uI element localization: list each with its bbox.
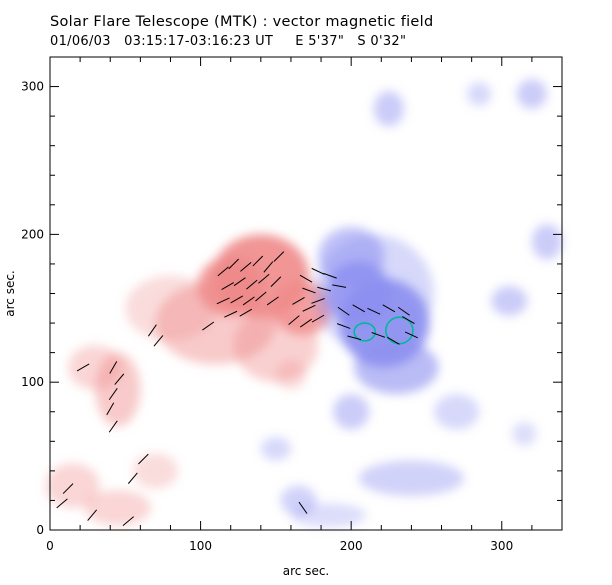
negative-region-12 (358, 460, 465, 497)
field-vector-20 (311, 298, 325, 304)
x-tick-label-300: 300 (490, 539, 513, 553)
field-vector-15 (266, 296, 279, 306)
field-vector-23 (288, 315, 300, 325)
negative-region-6 (531, 224, 562, 260)
x-axis-label: arc sec. (283, 564, 329, 578)
axis-ticks: 0 100 200 300 0 100 200 300 (21, 56, 563, 553)
field-vector-21 (299, 318, 313, 328)
field-vector-37 (371, 332, 386, 338)
field-vector-16 (224, 310, 238, 318)
field-vector-5 (273, 251, 285, 262)
field-vector-12 (230, 295, 244, 304)
field-vector-42 (153, 335, 164, 347)
field-vector-2 (240, 262, 252, 272)
positive-region-8 (45, 463, 100, 508)
y-tick-label-0: 0 (36, 523, 44, 537)
field-vector-13 (242, 296, 255, 306)
field-vector-18 (292, 296, 305, 305)
negative-region-14 (260, 436, 291, 461)
field-vector-44 (109, 361, 118, 374)
field-vector-50 (138, 453, 149, 465)
field-vector-0 (217, 266, 229, 277)
field-vector-19 (302, 304, 316, 312)
field-vector-4 (263, 261, 274, 273)
field-vector-56 (298, 501, 308, 514)
negative-region-4 (313, 234, 434, 353)
field-vector-40 (402, 316, 415, 325)
field-vector-46 (108, 387, 118, 401)
field-vector-33 (382, 304, 396, 313)
field-vector-45 (114, 373, 125, 385)
field-vector-41 (147, 324, 157, 337)
field-vector-31 (352, 304, 366, 313)
field-vector-35 (336, 323, 351, 329)
negative-region-10 (434, 394, 480, 430)
field-vector-14 (255, 291, 267, 302)
field-vector-53 (56, 498, 68, 509)
positive-region-9 (84, 490, 151, 526)
field-vector-34 (397, 306, 410, 316)
field-vector-55 (122, 516, 134, 527)
negative-region-9 (467, 82, 492, 106)
field-vector-8 (246, 279, 258, 290)
field-vector-1 (228, 258, 240, 270)
field-vector-3 (252, 255, 264, 267)
field-vector-11 (216, 297, 230, 305)
field-vector-52 (62, 483, 74, 494)
field-vector-49 (76, 363, 90, 372)
field-vector-24 (299, 274, 313, 283)
field-vector-27 (302, 287, 316, 294)
x-tick-label-100: 100 (189, 539, 212, 553)
field-vector-36 (347, 335, 362, 341)
field-vector-39 (404, 331, 418, 339)
field-vector-48 (108, 420, 118, 433)
field-vector-9 (258, 273, 270, 284)
x-tick-label-0: 0 (46, 539, 54, 553)
vector-field-layer (56, 251, 418, 527)
field-vector-7 (233, 277, 246, 287)
positive-polarity-layer (45, 234, 334, 526)
positive-region-11 (275, 360, 306, 390)
field-vector-10 (270, 276, 282, 287)
positive-region-5 (125, 275, 216, 341)
chart-title: Solar Flare Telescope (MTK) : vector mag… (50, 14, 434, 30)
field-vector-22 (311, 314, 325, 323)
negative-region-8 (373, 90, 404, 127)
field-vector-29 (332, 284, 347, 288)
contour-0 (353, 322, 377, 342)
y-tick-label-100: 100 (21, 375, 44, 389)
field-vector-28 (317, 286, 331, 292)
positive-region-7 (68, 345, 123, 390)
field-vector-17 (239, 308, 253, 317)
negative-region-7 (516, 79, 547, 109)
field-vector-43 (202, 321, 215, 331)
field-vector-54 (87, 509, 98, 521)
negative-region-15 (290, 503, 367, 528)
field-vector-25 (311, 267, 325, 275)
field-vector-6 (221, 282, 235, 291)
negative-region-2 (354, 340, 439, 395)
x-tick-label-200: 200 (340, 539, 363, 553)
field-vector-30 (337, 306, 350, 316)
negative-region-16 (512, 422, 537, 446)
y-axis-label: arc sec. (3, 270, 17, 316)
field-vector-38 (387, 336, 400, 345)
negative-region-5 (491, 286, 528, 316)
positive-region-10 (132, 453, 178, 489)
y-tick-label-300: 300 (21, 80, 44, 94)
field-vector-32 (367, 307, 381, 315)
negative-region-11 (333, 394, 370, 430)
field-vector-26 (323, 272, 337, 279)
field-vector-47 (106, 402, 115, 416)
y-tick-label-200: 200 (21, 227, 44, 241)
chart-subtitle: 01/06/03 03:15:17-03:16:23 UT E 5'37" S … (50, 34, 407, 49)
field-vector-51 (127, 472, 138, 484)
